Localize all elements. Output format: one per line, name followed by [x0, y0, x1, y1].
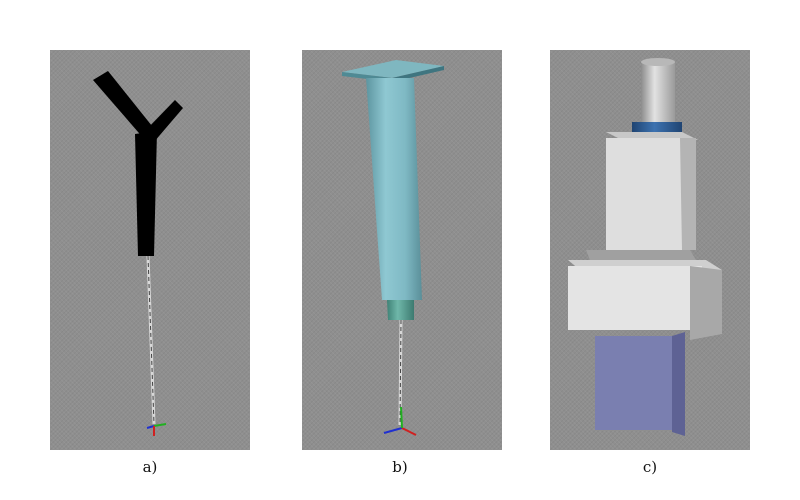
y-shaped-pen-tool-icon	[93, 71, 183, 436]
panel-c	[550, 50, 750, 450]
panel-b	[302, 50, 502, 450]
lower-housing	[568, 266, 702, 330]
syringe-barrel	[366, 78, 422, 300]
panel-a	[50, 50, 250, 450]
syringe-nozzle	[387, 300, 414, 320]
caption-c: c)	[642, 458, 658, 476]
dispenser-head-icon	[568, 58, 722, 436]
purple-block	[595, 336, 685, 430]
tool-stem	[135, 131, 157, 256]
axis-gizmo-icon	[146, 423, 167, 436]
syringe-flange	[342, 60, 444, 78]
caption-b: b)	[392, 458, 408, 476]
top-cylinder	[641, 62, 675, 122]
syringe-tool-icon	[342, 60, 444, 436]
tool-left-arm	[93, 71, 152, 140]
caption-a: a)	[142, 458, 158, 476]
axis-gizmo-icon	[383, 406, 417, 436]
